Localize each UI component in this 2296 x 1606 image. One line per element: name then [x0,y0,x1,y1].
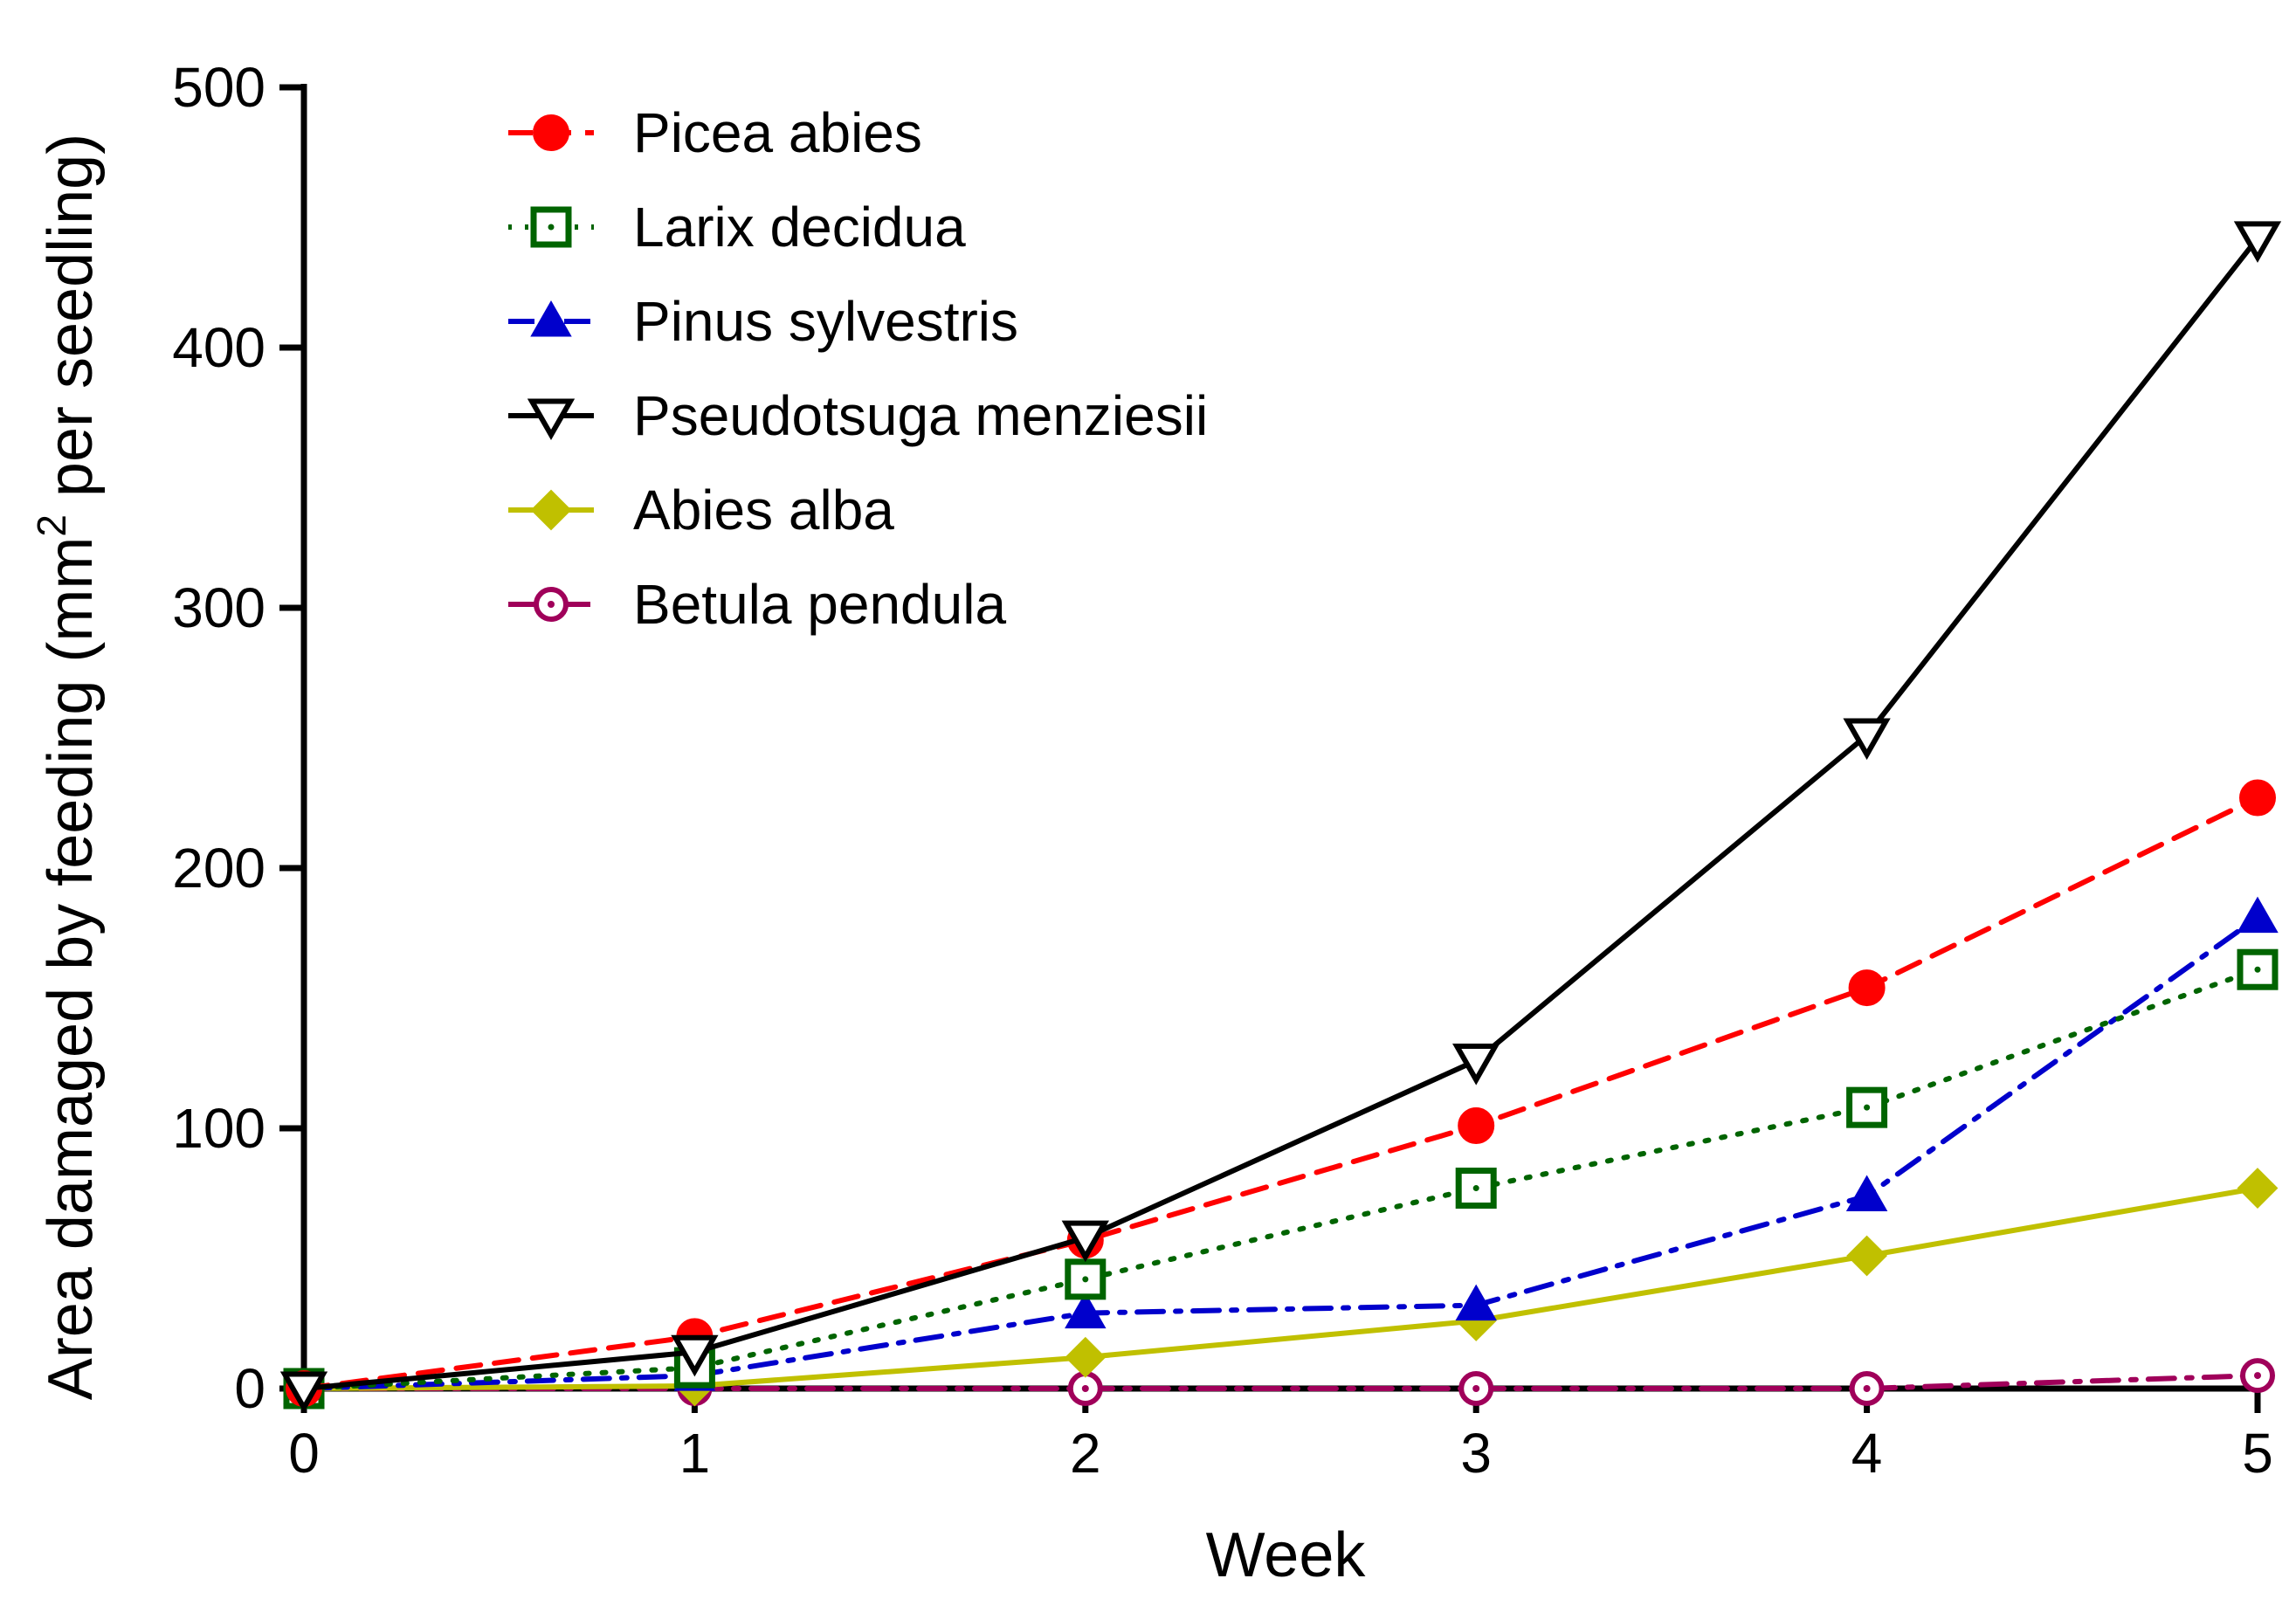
x-tick-label: 5 [2242,1422,2273,1485]
legend-label: Pinus sylvestris [633,290,1018,353]
data-point [1848,969,1886,1007]
legend-item: Picea abies [508,101,922,164]
series-line [301,235,2260,1391]
y-tick-label: 200 [172,837,265,899]
data-point [1061,1220,1109,1263]
data-point [1458,1371,1494,1406]
data-point [2237,948,2279,990]
y-tick-label: 0 [234,1357,265,1420]
data-point [1065,1258,1107,1300]
data-point [1845,1175,1888,1211]
x-tick-label: 3 [1460,1422,1492,1485]
x-tick-label: 0 [288,1422,320,1485]
data-point [671,1334,719,1377]
y-tick-label: 100 [172,1097,265,1160]
series-line [301,795,2260,1391]
legend-item: Larix decidua [508,196,966,258]
series-line [301,967,2260,1391]
x-axis-title: Week [1206,1520,1367,1590]
series-line [301,914,2260,1391]
data-point [1452,1044,1500,1086]
data-point [279,1371,328,1414]
data-point [2240,1358,2275,1394]
legend-item: Pseudotsuga menziesii [508,384,1208,447]
y-axis-title: Area damaged by feeding (mm2 per seedlin… [29,134,106,1400]
series-line [301,1185,2260,1391]
series-pseudotsuga-menziesii [279,221,2282,1414]
legend-label: Abies alba [633,479,894,541]
legend-marker [533,114,569,151]
legend: Picea abies Larix decidua Pinus sylvestris… [508,101,1208,636]
data-point [1455,1284,1497,1321]
data-point [1065,1336,1107,1378]
y-tick-label: 500 [172,56,265,119]
legend-marker [530,206,572,248]
data-point [1067,1371,1103,1406]
x-tick-label: 1 [679,1422,711,1485]
data-point [2237,1168,2279,1209]
legend-marker [530,300,572,337]
legend-label: Larix decidua [633,196,966,258]
data-point [1846,1235,1888,1277]
data-point [1455,1168,1497,1210]
x-tick-label: 2 [1070,1422,1101,1485]
data-point [1843,718,1891,761]
legend-item: Abies alba [508,479,894,541]
data-point [1849,1371,1885,1406]
data-point [2233,221,2282,263]
plot-series [279,221,2282,1414]
legend-marker [527,398,576,441]
y-axis-title-main: Area damaged by feeding (mm [36,537,106,1401]
legend-item: Betula pendula [508,573,1006,636]
legend-item: Pinus sylvestris [508,290,1018,353]
x-tick-label: 4 [1851,1422,1883,1485]
y-tick-label: 300 [172,576,265,639]
series-abies-alba [283,1168,2279,1410]
legend-marker [530,489,572,531]
data-point [1458,1107,1495,1145]
data-point [1846,1086,1888,1128]
legend-marker [534,587,569,622]
data-point [2237,896,2279,934]
series-betula-pendula [286,1358,2275,1406]
data-point [2239,779,2276,817]
data-point [1065,1292,1107,1329]
legend-label: Pseudotsuga menziesii [633,384,1208,447]
series-picea-abies [286,779,2276,1407]
y-tick-label: 400 [172,316,265,379]
legend-label: Picea abies [633,101,922,164]
axes: 0 100 200 300 400 500 0 1 2 3 4 5 [172,56,2273,1485]
y-axis-title-tail: per seedling) [36,134,106,514]
legend-label: Betula pendula [633,573,1006,636]
y-axis-title-superscript: 2 [29,514,74,537]
